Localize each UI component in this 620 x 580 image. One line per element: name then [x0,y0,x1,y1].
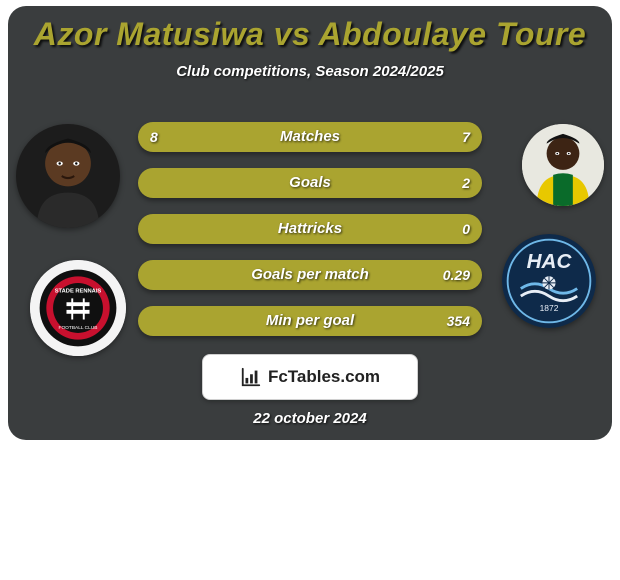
svg-text:STADE RENNAIS: STADE RENNAIS [55,289,102,295]
site-brand-text: FcTables.com [268,367,380,387]
site-brand-link[interactable]: FcTables.com [202,354,418,400]
player1-avatar-icon [16,124,120,228]
stat-right-value: 0.29 [443,260,470,290]
stat-label: Hattricks [138,214,482,244]
svg-text:1872: 1872 [540,303,559,313]
stat-row-matches: 8 Matches 7 [138,122,482,152]
stat-label: Min per goal [138,306,482,336]
stat-rows: 8 Matches 7 Goals 2 Hattricks 0 Goals pe… [138,122,482,352]
club1-badge-icon: STADE RENNAIS FOOTBALL CLUB [30,260,126,356]
stat-right-value: 7 [462,122,470,152]
club2-badge: HAC 1872 [502,234,596,328]
stat-right-value: 0 [462,214,470,244]
player2-avatar [522,124,604,206]
stat-row-hattricks: Hattricks 0 [138,214,482,244]
stat-row-goals-per-match: Goals per match 0.29 [138,260,482,290]
stat-right-value: 2 [462,168,470,198]
stat-right-value: 354 [447,306,470,336]
player2-avatar-icon [522,124,604,206]
svg-text:FOOTBALL CLUB: FOOTBALL CLUB [59,325,98,331]
svg-text:HAC: HAC [527,250,573,273]
stat-label: Goals per match [138,260,482,290]
comparison-subtitle: Club competitions, Season 2024/2025 [8,63,612,80]
stat-row-min-per-goal: Min per goal 354 [138,306,482,336]
bar-chart-icon [240,366,262,388]
club1-badge: STADE RENNAIS FOOTBALL CLUB [30,260,126,356]
stat-row-goals: Goals 2 [138,168,482,198]
stat-label: Matches [138,122,482,152]
card-inner: Azor Matusiwa vs Abdoulaye Toure Club co… [8,6,612,440]
stat-left-value: 8 [150,122,158,152]
player1-avatar [16,124,120,228]
comparison-title: Azor Matusiwa vs Abdoulaye Toure [8,6,612,53]
club2-badge-icon: HAC 1872 [502,234,596,328]
comparison-date: 22 october 2024 [8,410,612,427]
comparison-card: Azor Matusiwa vs Abdoulaye Toure Club co… [0,0,620,450]
stat-label: Goals [138,168,482,198]
